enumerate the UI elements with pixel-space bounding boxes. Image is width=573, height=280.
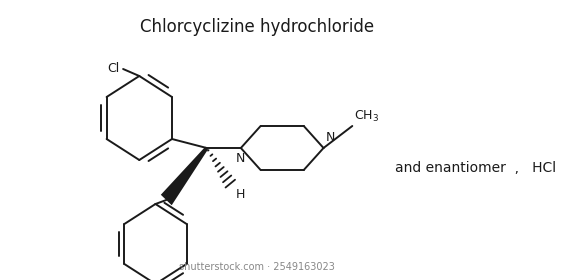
Polygon shape [161,147,208,205]
Text: and enantiomer  ,   HCl: and enantiomer , HCl [395,161,556,175]
Text: N: N [326,131,336,144]
Text: CH$_3$: CH$_3$ [354,109,379,124]
Text: H: H [236,188,245,201]
Text: N: N [236,152,246,165]
Text: Chlorcyclizine hydrochloride: Chlorcyclizine hydrochloride [140,18,374,36]
Text: shutterstock.com · 2549163023: shutterstock.com · 2549163023 [179,262,335,272]
Text: Cl: Cl [107,62,120,74]
